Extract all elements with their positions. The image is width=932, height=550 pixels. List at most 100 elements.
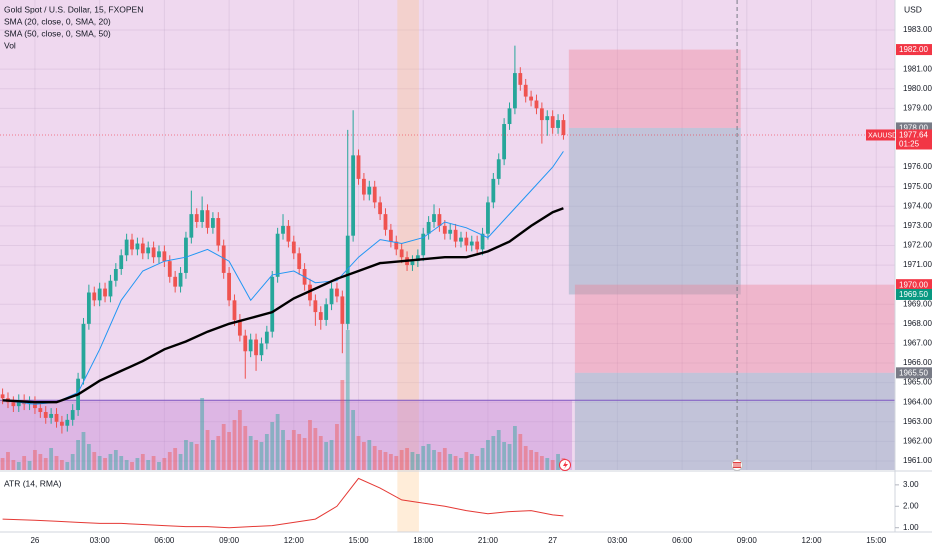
price-badge-label: 1970.00 [899,280,928,289]
volume-bar [76,440,80,470]
candle-body [318,312,323,320]
indicator-line [2,151,564,405]
candle-body [38,408,43,413]
x-tick-label: 21:00 [478,536,499,545]
candle-body [539,108,544,121]
x-tick-label: 06:00 [672,536,693,545]
volume-bar [329,440,334,470]
volume-bar [6,452,10,470]
candle-body [221,245,226,273]
candle-body [421,233,426,256]
volume-bar [232,420,237,470]
candle-body [491,178,496,203]
y-tick-label: 1971.00 [903,260,932,269]
volume-bar [550,460,555,470]
volume-bar [103,458,107,470]
volume-bar [415,454,420,470]
atr-line [2,477,564,529]
candle-body [518,73,523,85]
zone [0,400,573,470]
volume-bar [227,432,231,470]
candle-body [146,247,151,254]
price-badge [896,44,932,56]
candle-body [135,243,140,250]
candle-body [119,255,124,269]
candle-body [507,108,512,125]
volume-bar [194,444,199,470]
candle-body [448,229,453,234]
candle-body [556,120,560,128]
candle-body [394,241,399,250]
price-badge [896,122,932,134]
legend-entry: SMA (50, close, 0, SMA, 50) [4,28,111,38]
candle-body [308,284,312,301]
candle-body [16,400,21,407]
candle-body [324,304,329,320]
candle-body [162,251,167,262]
volume-bar [556,454,560,470]
volume-bar [22,456,27,470]
volume-bar [410,452,415,470]
candle-body [81,323,86,379]
y-tick-label: 1966.00 [903,358,932,367]
volume-bar [86,444,91,470]
symbol-label: XAUUSD [868,132,897,139]
candle-body [33,402,37,409]
legend-entry: Vol [4,40,16,50]
volume-bar [38,454,43,470]
candle-body [426,221,431,234]
volume-bar [383,452,388,470]
volume-bar [92,452,97,470]
candle-body [399,249,404,258]
volume-bar [507,444,512,470]
candle-body [550,116,555,128]
volume-bar [157,462,161,470]
price-badge [896,279,932,291]
candle-body [49,413,54,418]
volume-bar [486,440,490,470]
volume-bar [308,420,312,470]
volume-bar [43,458,48,470]
candle-body [496,159,501,179]
volume-bar [534,452,539,470]
candle-body [281,225,285,234]
price-badge [896,288,932,300]
legend-entry: SMA (20, close, 0, SMA, 20) [4,16,111,26]
y-tick-label: 1962.00 [903,437,932,446]
candle-body [270,276,275,332]
candle-body [178,272,183,287]
volume-bar [480,448,485,470]
flag-icon[interactable] [731,459,743,471]
candle-body [211,218,215,228]
candle-body [103,288,107,297]
candle-body [194,214,199,222]
candle-body [216,218,221,246]
x-tick-label: 12:00 [802,536,823,545]
y-tick-label: 1981.00 [903,64,932,73]
last-price-label: 1977.64 [899,131,928,140]
volume-bar [313,428,318,470]
y-tick-label: 1973.00 [903,221,932,230]
candle-body [0,394,5,399]
candle-body [480,233,485,250]
volume-bar [388,454,393,470]
axis-unit: USD [904,4,922,14]
candle-body [345,235,350,324]
volume-bar [97,456,102,470]
candle-body [227,272,231,301]
y-tick-label: 1975.00 [903,182,932,191]
volume-bar [356,436,361,470]
candle-body [54,413,59,422]
candle-body [545,116,550,121]
volume-bar [351,410,356,470]
x-tick-label: 06:00 [154,536,175,545]
volume-bar [475,456,480,470]
volume-bar [335,424,339,470]
volume-bar [70,454,75,470]
event-icon[interactable] [559,459,571,471]
volume-bar [545,458,550,470]
session-highlight [397,0,419,532]
candle-body [340,296,345,324]
candle-body [254,339,258,356]
y-tick-label: 1964.00 [903,397,932,406]
